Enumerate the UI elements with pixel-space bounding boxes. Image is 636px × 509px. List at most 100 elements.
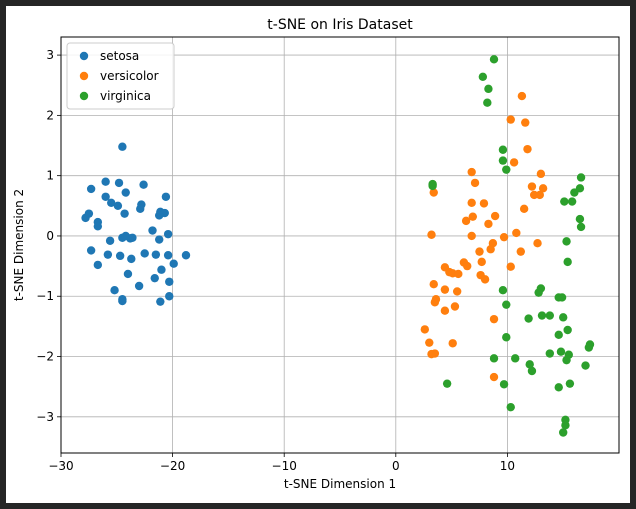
point-versicolor bbox=[429, 188, 438, 197]
legend: setosa versicolor virginica bbox=[66, 42, 175, 110]
point-virginica bbox=[576, 222, 586, 232]
y-axis-label: t-SNE Dimension 2 bbox=[12, 189, 26, 301]
point-setosa bbox=[86, 184, 96, 194]
point-virginica bbox=[557, 293, 567, 302]
legend-label-virginica: virginica bbox=[100, 89, 151, 103]
point-setosa bbox=[150, 273, 159, 283]
point-versicolor bbox=[429, 279, 438, 289]
point-setosa bbox=[86, 246, 96, 255]
point-virginica bbox=[499, 380, 509, 389]
point-setosa bbox=[93, 222, 103, 231]
point-versicolor bbox=[467, 198, 476, 207]
x-tick-label: 0 bbox=[392, 459, 400, 473]
y-tick-label: −2 bbox=[36, 350, 54, 364]
point-versicolor bbox=[509, 158, 519, 167]
point-setosa bbox=[140, 249, 149, 258]
point-setosa bbox=[163, 229, 173, 239]
legend-label-versicolor: versicolor bbox=[100, 69, 159, 83]
point-virginica bbox=[565, 379, 575, 388]
point-virginica bbox=[554, 383, 563, 392]
legend-marker-setosa bbox=[79, 51, 89, 61]
point-setosa bbox=[121, 188, 130, 197]
point-virginica bbox=[478, 72, 488, 81]
grid bbox=[60, 37, 619, 453]
point-versicolor bbox=[427, 349, 436, 359]
point-versicolor bbox=[486, 245, 495, 254]
point-setosa bbox=[121, 231, 130, 241]
point-versicolor bbox=[506, 262, 515, 271]
figure: −30 −20 −10 0 10 −3 −2 −1 0 1 2 3 t-SNE on Iris Dat… bbox=[6, 6, 630, 503]
point-versicolor bbox=[440, 306, 450, 315]
data-points bbox=[81, 55, 595, 437]
point-virginica bbox=[559, 313, 568, 322]
point-virginica bbox=[498, 145, 508, 154]
x-tick-label: −30 bbox=[48, 459, 73, 473]
point-virginica bbox=[525, 360, 534, 369]
point-versicolor bbox=[489, 314, 499, 324]
point-versicolor bbox=[448, 339, 457, 348]
point-virginica bbox=[524, 314, 533, 323]
point-versicolor bbox=[535, 190, 544, 200]
point-setosa bbox=[181, 251, 191, 260]
point-setosa bbox=[127, 254, 136, 264]
point-setosa bbox=[107, 198, 116, 207]
point-versicolor bbox=[450, 302, 460, 311]
point-virginica bbox=[545, 311, 555, 320]
point-virginica bbox=[561, 421, 570, 430]
point-virginica bbox=[563, 257, 572, 267]
point-setosa bbox=[155, 235, 164, 244]
point-versicolor bbox=[470, 178, 480, 188]
point-virginica bbox=[584, 343, 594, 352]
point-virginica bbox=[527, 366, 537, 376]
x-tick-label: −20 bbox=[160, 459, 185, 473]
point-versicolor bbox=[427, 230, 436, 239]
point-virginica bbox=[576, 173, 586, 182]
point-setosa bbox=[136, 204, 145, 214]
point-setosa bbox=[118, 142, 127, 151]
series-versicolor bbox=[420, 91, 548, 382]
point-virginica bbox=[560, 197, 569, 206]
point-versicolor bbox=[538, 184, 548, 193]
point-versicolor bbox=[490, 211, 500, 221]
point-versicolor bbox=[523, 144, 532, 154]
series-virginica bbox=[428, 55, 595, 437]
point-virginica bbox=[442, 379, 452, 388]
point-versicolor bbox=[536, 169, 546, 179]
point-setosa bbox=[165, 292, 174, 301]
point-setosa bbox=[148, 226, 157, 235]
legend-marker-virginica bbox=[79, 91, 89, 101]
point-versicolor bbox=[519, 204, 529, 214]
point-virginica bbox=[489, 354, 499, 363]
point-virginica bbox=[506, 402, 515, 412]
point-virginica bbox=[581, 361, 590, 370]
point-virginica bbox=[563, 325, 572, 335]
point-versicolor bbox=[533, 238, 542, 248]
point-versicolor bbox=[467, 231, 476, 241]
point-versicolor bbox=[484, 219, 493, 229]
point-setosa bbox=[155, 211, 164, 220]
point-virginica bbox=[562, 237, 571, 246]
point-setosa bbox=[110, 286, 119, 295]
y-tick-label: −3 bbox=[36, 410, 54, 424]
point-setosa bbox=[169, 259, 178, 268]
point-virginica bbox=[567, 197, 577, 206]
point-versicolor bbox=[516, 247, 525, 256]
point-versicolor bbox=[467, 167, 476, 177]
point-versicolor bbox=[440, 285, 450, 294]
point-versicolor bbox=[512, 228, 521, 238]
point-virginica bbox=[511, 354, 520, 363]
point-versicolor bbox=[527, 182, 537, 191]
point-virginica bbox=[498, 156, 508, 165]
point-virginica bbox=[484, 84, 493, 94]
point-versicolor bbox=[452, 287, 462, 296]
point-setosa bbox=[113, 201, 123, 211]
point-setosa bbox=[115, 251, 125, 261]
chart-title: t-SNE on Iris Dataset bbox=[267, 17, 413, 33]
x-tick-label: −10 bbox=[272, 459, 297, 473]
point-setosa bbox=[157, 265, 166, 274]
point-setosa bbox=[163, 251, 173, 260]
point-virginica bbox=[502, 333, 511, 342]
point-setosa bbox=[123, 269, 133, 279]
y-tick-label: 3 bbox=[46, 48, 54, 62]
